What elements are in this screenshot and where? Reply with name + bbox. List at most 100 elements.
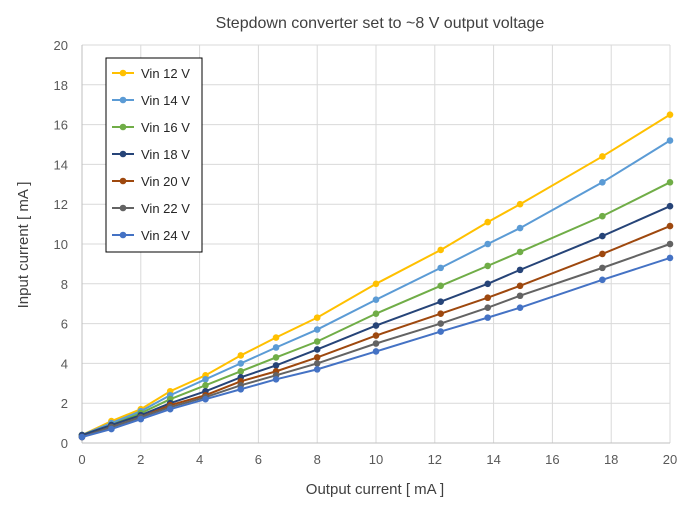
x-tick-label: 4	[196, 452, 203, 467]
axes	[81, 45, 670, 444]
x-tick-label: 16	[545, 452, 559, 467]
legend-item: Vin 24 V	[112, 228, 190, 243]
data-point	[202, 376, 209, 383]
data-point	[666, 111, 674, 118]
data-point	[313, 338, 321, 345]
data-point	[599, 250, 606, 258]
y-tick-label: 6	[61, 317, 68, 332]
data-point	[484, 280, 492, 288]
data-point	[516, 224, 524, 232]
data-point	[202, 395, 209, 403]
data-point	[372, 322, 380, 329]
series-line	[81, 181, 671, 436]
data-point	[272, 362, 280, 369]
data-point	[437, 246, 444, 254]
data-point	[372, 310, 380, 317]
series-line	[81, 256, 671, 438]
y-tick-label: 0	[61, 436, 68, 451]
data-point	[313, 326, 321, 333]
data-point	[237, 352, 245, 359]
data-point	[108, 425, 115, 433]
data-point	[437, 328, 444, 335]
legend-label: Vin 16 V	[141, 120, 190, 135]
data-point	[666, 222, 674, 230]
data-point	[516, 304, 524, 311]
y-tick-label: 12	[54, 197, 68, 212]
x-axis-label: Output current [ mA ]	[306, 481, 444, 498]
data-point	[599, 232, 606, 240]
y-tick-label: 2	[61, 396, 68, 411]
legend-label: Vin 22 V	[141, 201, 190, 216]
data-point	[272, 354, 280, 361]
data-point	[437, 320, 444, 327]
legend-label: Vin 18 V	[141, 147, 190, 162]
data-point	[484, 218, 492, 226]
data-point	[202, 381, 209, 389]
chart-title: Stepdown converter set to ~8 V output vo…	[216, 15, 545, 32]
y-tick-label: 18	[54, 78, 68, 93]
data-point	[484, 314, 492, 321]
series-7	[78, 254, 674, 441]
x-tick-label: 18	[604, 452, 618, 467]
data-point	[484, 262, 492, 270]
legend-swatch-marker	[119, 177, 127, 185]
data-point	[599, 264, 606, 272]
data-point	[484, 240, 492, 248]
data-point	[437, 298, 444, 306]
data-point	[372, 332, 380, 339]
x-tick-label: 0	[78, 452, 85, 467]
legend-label: Vin 24 V	[141, 228, 190, 243]
legend-label: Vin 12 V	[141, 66, 190, 81]
data-point	[137, 415, 145, 423]
legend-item: Vin 12 V	[112, 66, 190, 81]
legend-item: Vin 22 V	[112, 201, 190, 216]
data-point	[666, 254, 674, 262]
data-point	[516, 282, 524, 290]
legend-swatch-marker	[119, 231, 127, 239]
data-point	[484, 294, 492, 302]
series-line	[81, 139, 671, 436]
data-point	[372, 296, 380, 304]
data-point	[313, 354, 321, 361]
series-group	[78, 111, 674, 441]
legend-label: Vin 14 V	[141, 93, 190, 108]
data-point	[666, 240, 674, 248]
legend-item: Vin 14 V	[112, 93, 190, 108]
legend: Vin 12 V Vin 14 V Vin 16 V Vin 18 V Vin 20 V…	[105, 57, 203, 253]
data-point	[372, 348, 380, 355]
data-point	[516, 200, 524, 208]
legend-swatch-marker	[119, 204, 127, 212]
data-point	[516, 248, 524, 256]
x-tick-label: 14	[486, 452, 500, 467]
data-point	[599, 179, 606, 186]
data-point	[313, 346, 321, 353]
x-tick-label: 6	[255, 452, 262, 467]
y-tick-label: 14	[54, 157, 68, 172]
x-tick-label: 8	[314, 452, 321, 467]
data-point	[437, 282, 444, 290]
legend-swatch-marker	[119, 96, 127, 104]
data-point	[237, 360, 245, 367]
legend-item: Vin 16 V	[112, 120, 190, 135]
legend-item: Vin 20 V	[112, 174, 190, 189]
x-tick-label: 10	[369, 452, 383, 467]
data-point	[372, 340, 380, 347]
legend-item: Vin 18 V	[112, 147, 190, 162]
data-point	[484, 304, 492, 311]
data-point	[272, 344, 280, 351]
data-point	[599, 276, 606, 284]
y-tick-label: 10	[54, 237, 68, 252]
x-tick-labels: 0 2 4 6 8 10 12 14 16 18 20	[78, 452, 677, 467]
data-point	[666, 179, 674, 186]
data-point	[166, 405, 174, 413]
x-tick-label: 2	[137, 452, 144, 467]
series-line	[81, 243, 671, 438]
data-point	[272, 334, 280, 341]
y-tick-label: 20	[54, 38, 68, 53]
y-tick-labels: 0 2 4 6 8 10 12 14 16 18 20	[54, 38, 68, 451]
series-line	[81, 205, 671, 436]
y-tick-label: 16	[54, 118, 68, 133]
series-line	[81, 113, 671, 436]
